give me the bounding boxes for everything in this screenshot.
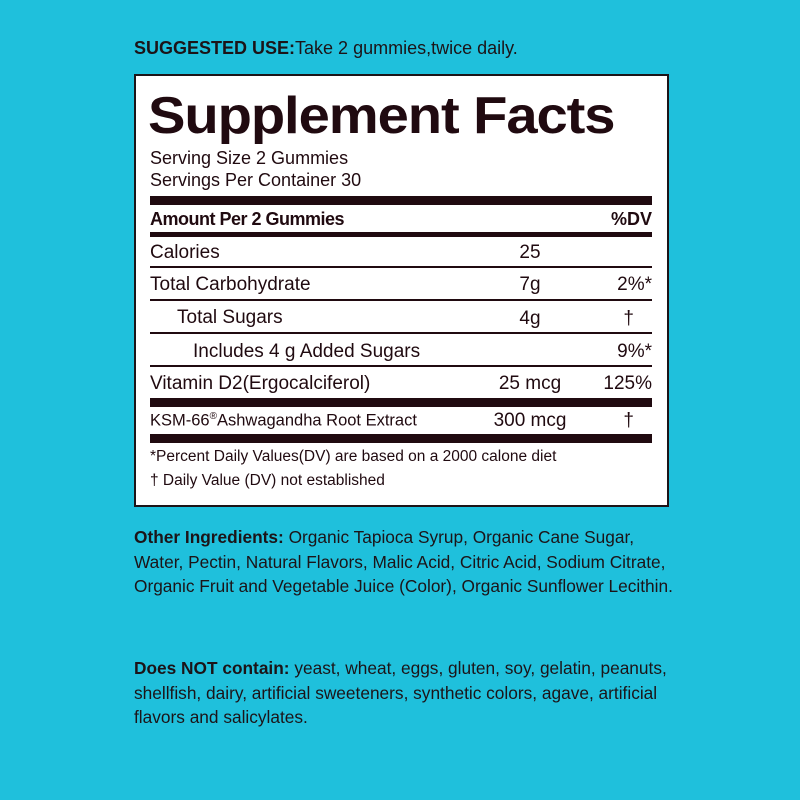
suggested-use-label: SUGGESTED USE:: [134, 38, 296, 58]
row-dv: 9%*: [617, 341, 652, 362]
divider: [150, 332, 652, 334]
footnote-dv: *Percent Daily Values(DV) are based on a…: [150, 448, 557, 465]
does-not-contain-label: Does NOT contain:: [134, 658, 290, 678]
divider-thick: [150, 196, 652, 205]
row-name: Vitamin D2(Ergocalciferol): [150, 373, 371, 394]
row-name: KSM-66®Ashwagandha Root Extract: [150, 411, 417, 431]
row-dv: †: [623, 308, 634, 329]
row-amount: 25 mcg: [498, 373, 562, 394]
divider-thick: [150, 398, 652, 407]
row-amount: 7g: [519, 274, 541, 295]
registered-mark: ®: [209, 411, 217, 422]
row-name-part: Ashwagandha Root Extract: [216, 411, 417, 430]
other-ingredients: Other Ingredients: Organic Tapioca Syrup…: [134, 525, 674, 599]
row-dv: 125%: [603, 373, 652, 394]
header-dv: %DV: [610, 209, 652, 229]
divider-medium: [150, 232, 652, 237]
does-not-contain: Does NOT contain: yeast, wheat, eggs, gl…: [134, 656, 674, 730]
row-amount: 4g: [519, 308, 541, 329]
row-name: Total Carbohydrate: [150, 274, 311, 295]
other-ingredients-label: Other Ingredients:: [134, 527, 284, 547]
divider-thick: [150, 434, 652, 443]
row-name-part: KSM-66: [150, 411, 210, 430]
suggested-use: SUGGESTED USE:Take 2 gummies,twice daily…: [134, 38, 518, 59]
divider: [150, 266, 652, 268]
footnote-dagger: † Daily Value (DV) not established: [150, 472, 385, 489]
row-name: Total Sugars: [177, 307, 283, 328]
row-dv: †: [623, 410, 634, 431]
does-not-contain-text: yeast, wheat, eggs, gluten, soy, gelatin…: [134, 658, 667, 727]
row-name: Includes 4 g Added Sugars: [193, 341, 421, 362]
row-dv: 2%*: [617, 274, 652, 295]
panel-title: Supplement Facts: [148, 87, 616, 145]
divider: [150, 365, 652, 367]
servings-per-container: Servings Per Container 30: [150, 170, 362, 190]
divider: [150, 299, 652, 301]
header-amount: Amount Per 2 Gummies: [150, 209, 345, 229]
serving-size: Serving Size 2 Gummies: [150, 148, 349, 168]
suggested-use-text: Take 2 gummies,twice daily.: [295, 38, 518, 58]
row-amount: 25: [519, 242, 541, 263]
other-ingredients-text: Organic Tapioca Syrup, Organic Cane Suga…: [134, 527, 673, 596]
row-amount: 300 mcg: [493, 410, 567, 431]
row-name: Calories: [150, 242, 220, 263]
